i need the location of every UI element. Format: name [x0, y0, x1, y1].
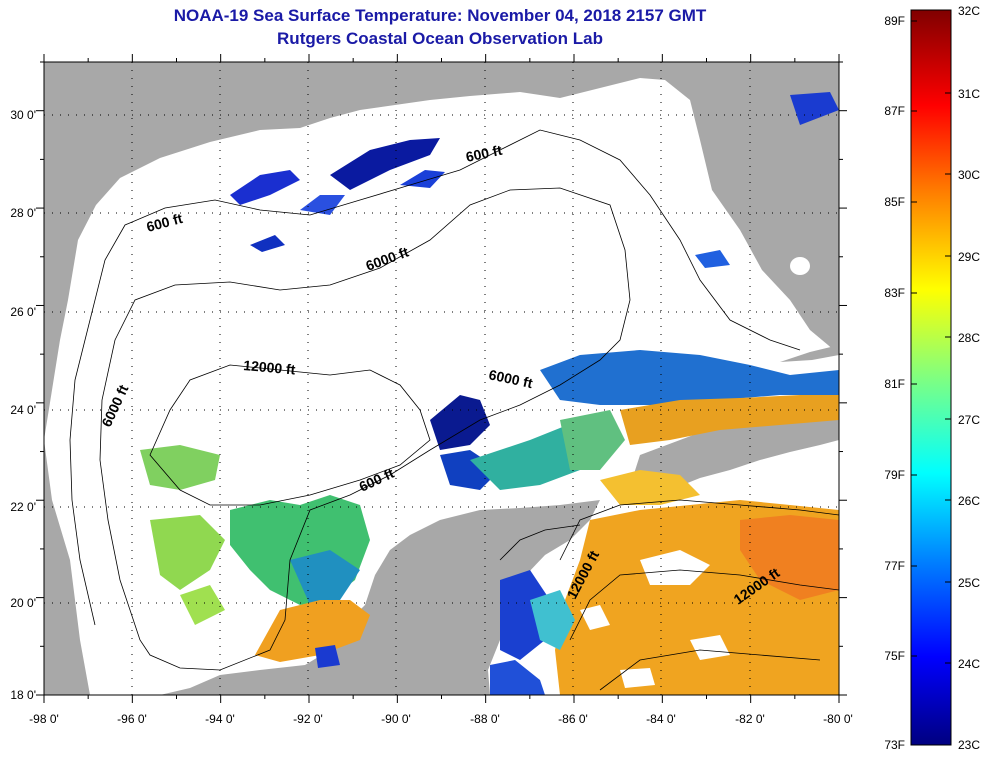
x-tick-label: -94 0': [205, 712, 235, 726]
fahrenheit-label: 87F: [884, 104, 905, 118]
x-tick-label: -88 0': [470, 712, 500, 726]
fahrenheit-label: 75F: [884, 649, 905, 663]
y-tick-label: 24 0': [10, 403, 36, 417]
celsius-label: 25C: [958, 576, 980, 590]
fahrenheit-label: 81F: [884, 377, 905, 391]
celsius-label: 32C: [958, 4, 980, 18]
colorbar-c-labels: 32C 31C 30C 29C 28C 27C 26C 25C 24C 23C: [958, 4, 980, 752]
fahrenheit-label: 73F: [884, 738, 905, 752]
lake-okeechobee: [790, 257, 810, 275]
celsius-label: 30C: [958, 168, 980, 182]
contour-label: 600 ft: [464, 142, 503, 165]
y-tick-label: 18 0': [10, 688, 36, 702]
fahrenheit-label: 85F: [884, 195, 905, 209]
contour-label: 12000 ft: [243, 357, 297, 378]
x-tick-label: -98 0': [29, 712, 59, 726]
x-tick-label: -92 0': [293, 712, 323, 726]
map-title: NOAA-19 Sea Surface Temperature: Novembe…: [173, 6, 707, 25]
florida-keys: [780, 345, 839, 362]
sst-patches: [140, 92, 839, 695]
celsius-label: 27C: [958, 413, 980, 427]
frame-ticks: [36, 54, 847, 703]
celsius-label: 28C: [958, 331, 980, 345]
x-axis-labels: -98 0' -96 0' -94 0' -92 0' -90 0' -88 0…: [29, 712, 853, 726]
colorbar-ticks: [911, 9, 951, 746]
y-tick-label: 20 0': [10, 596, 36, 610]
celsius-label: 24C: [958, 657, 980, 671]
fahrenheit-label: 79F: [884, 468, 905, 482]
map-subtitle: Rutgers Coastal Ocean Observation Lab: [277, 29, 603, 48]
y-tick-label: 30 0': [10, 108, 36, 122]
x-tick-label: -86 0': [558, 712, 588, 726]
y-axis-labels: 30 0' 28 0' 26 0' 24 0' 22 0' 20 0' 18 0…: [10, 108, 36, 702]
fahrenheit-label: 83F: [884, 286, 905, 300]
colorbar: [910, 9, 952, 746]
x-tick-label: -84 0': [646, 712, 676, 726]
fahrenheit-label: 77F: [884, 559, 905, 573]
celsius-label: 31C: [958, 87, 980, 101]
x-tick-label: -90 0': [381, 712, 411, 726]
fahrenheit-label: 89F: [884, 14, 905, 28]
celsius-label: 23C: [958, 738, 980, 752]
y-tick-label: 26 0': [10, 305, 36, 319]
colorbar-f-labels: 89F 87F 85F 83F 81F 79F 77F 75F 73F: [884, 14, 905, 752]
x-tick-label: -96 0': [117, 712, 147, 726]
x-tick-label: -80 0': [823, 712, 853, 726]
celsius-label: 26C: [958, 494, 980, 508]
y-tick-label: 28 0': [10, 206, 36, 220]
y-tick-label: 22 0': [10, 500, 36, 514]
celsius-label: 29C: [958, 250, 980, 264]
x-tick-label: -82 0': [735, 712, 765, 726]
